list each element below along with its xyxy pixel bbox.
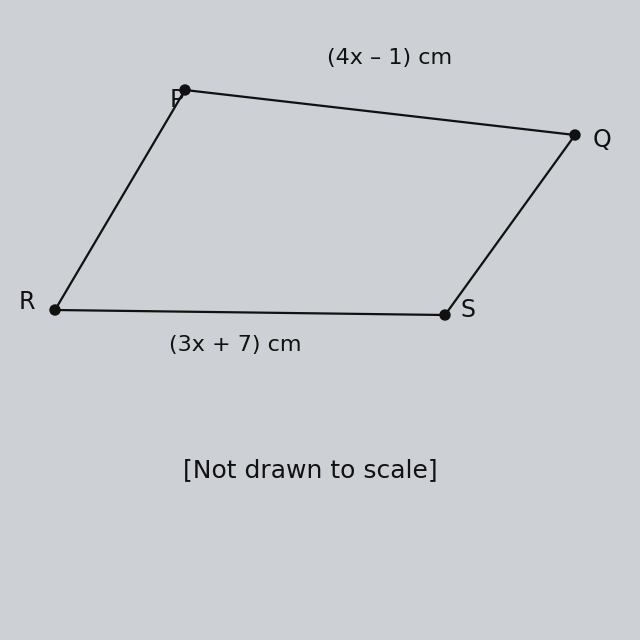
Text: [Not drawn to scale]: [Not drawn to scale] bbox=[182, 458, 437, 482]
Circle shape bbox=[440, 310, 450, 320]
Circle shape bbox=[570, 130, 580, 140]
Text: Q: Q bbox=[593, 128, 612, 152]
Text: (3x + 7) cm: (3x + 7) cm bbox=[169, 335, 301, 355]
Text: P: P bbox=[170, 88, 184, 112]
Circle shape bbox=[50, 305, 60, 315]
Text: S: S bbox=[461, 298, 476, 322]
Text: (4x – 1) cm: (4x – 1) cm bbox=[328, 48, 452, 68]
Circle shape bbox=[180, 85, 190, 95]
Text: R: R bbox=[19, 290, 35, 314]
